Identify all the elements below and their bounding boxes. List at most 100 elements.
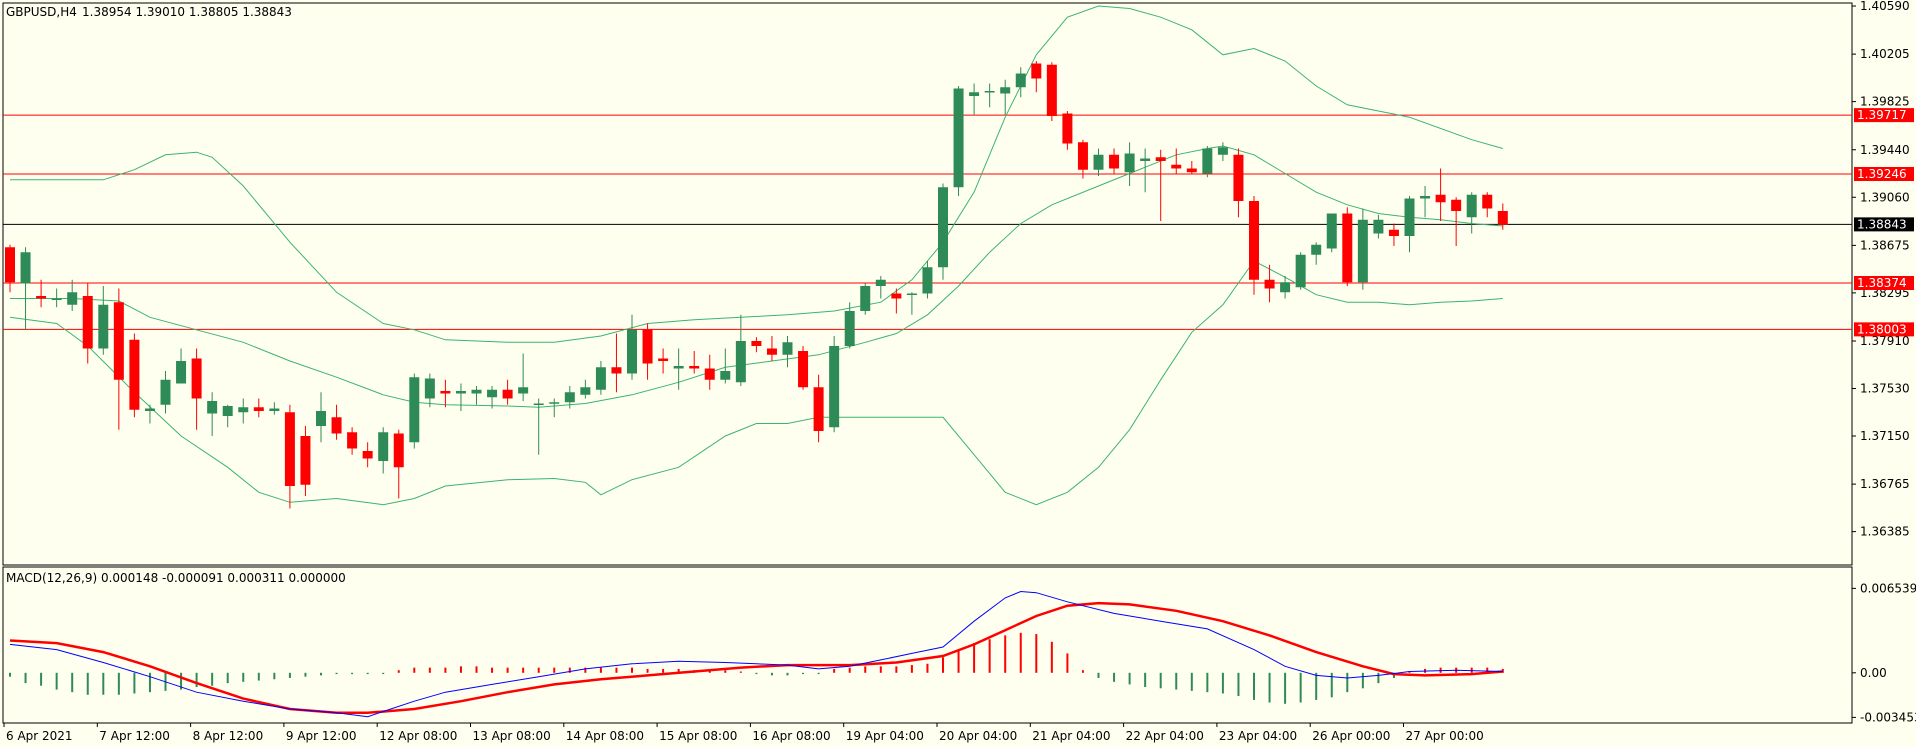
candle bbox=[533, 398, 544, 455]
candle bbox=[1015, 67, 1026, 98]
level-tag bbox=[1854, 167, 1914, 181]
candle bbox=[253, 398, 264, 418]
candle bbox=[51, 288, 62, 308]
candle bbox=[1109, 148, 1120, 174]
candle-body bbox=[611, 367, 622, 374]
candle bbox=[5, 244, 15, 293]
candle-body bbox=[347, 432, 358, 449]
candle-body bbox=[689, 366, 700, 369]
candle bbox=[1093, 148, 1104, 176]
macd-series bbox=[9, 590, 1504, 718]
candle-body bbox=[284, 412, 295, 486]
candle bbox=[207, 392, 218, 436]
candle bbox=[20, 247, 31, 330]
level-label: 1.38003 bbox=[1857, 322, 1907, 336]
candle-body bbox=[1264, 279, 1275, 289]
candle-body bbox=[938, 187, 948, 268]
macd-tick-label: -0.003453 bbox=[1860, 710, 1916, 724]
candle-body bbox=[331, 417, 342, 434]
candle bbox=[347, 427, 358, 455]
time-tick-label: 15 Apr 08:00 bbox=[659, 729, 737, 743]
candle bbox=[378, 427, 389, 474]
candle bbox=[440, 379, 451, 408]
candle-body bbox=[160, 379, 171, 405]
time-tick-label: 6 Apr 2021 bbox=[6, 729, 73, 743]
candle bbox=[1171, 148, 1182, 174]
candle bbox=[1077, 139, 1088, 179]
candle bbox=[98, 286, 109, 355]
ohlc-header: 1.38954 1.39010 1.38805 1.38843 bbox=[82, 5, 292, 19]
candle bbox=[1295, 252, 1306, 290]
time-tick-label: 19 Apr 04:00 bbox=[846, 729, 924, 743]
candle-body bbox=[1217, 147, 1228, 155]
candle bbox=[984, 83, 995, 108]
candle-body bbox=[969, 92, 980, 96]
macd-tick-label: 0.006539 bbox=[1860, 581, 1916, 595]
candle bbox=[813, 374, 824, 443]
candle-body bbox=[1342, 213, 1353, 283]
candle-body bbox=[378, 432, 389, 461]
candle-body bbox=[1186, 168, 1197, 173]
candle bbox=[766, 336, 777, 361]
candle-body bbox=[362, 451, 373, 459]
candle-body bbox=[471, 389, 482, 394]
candle bbox=[642, 323, 653, 380]
candle bbox=[844, 302, 855, 349]
price-tick-label: 1.38675 bbox=[1860, 238, 1910, 252]
macd-main-line bbox=[9, 590, 1503, 718]
candle bbox=[1404, 196, 1415, 253]
candle bbox=[891, 288, 902, 314]
candle bbox=[564, 386, 575, 409]
candle-body bbox=[1435, 194, 1446, 203]
candle bbox=[1497, 203, 1508, 230]
candle-body bbox=[1015, 73, 1026, 88]
candle bbox=[1140, 148, 1151, 193]
candle-body bbox=[113, 302, 124, 380]
candle-body bbox=[191, 358, 202, 399]
candle-body bbox=[782, 342, 793, 355]
candle bbox=[906, 292, 917, 315]
candle bbox=[782, 336, 793, 368]
candle bbox=[331, 404, 342, 440]
candle bbox=[471, 386, 482, 405]
candle bbox=[673, 348, 684, 390]
level-tag bbox=[1854, 108, 1914, 123]
candle-body bbox=[751, 341, 762, 346]
candle bbox=[1000, 79, 1011, 115]
candle-body bbox=[1093, 154, 1104, 170]
candle-body bbox=[455, 391, 466, 394]
candle bbox=[316, 392, 326, 443]
candle bbox=[627, 314, 637, 380]
macd-panel-frame bbox=[2, 566, 1853, 724]
time-tick-label: 8 Apr 12:00 bbox=[193, 729, 264, 743]
current-price-tag bbox=[1854, 217, 1914, 232]
candle bbox=[144, 404, 155, 424]
candle-body bbox=[67, 292, 78, 305]
candle bbox=[1435, 168, 1446, 221]
candle bbox=[238, 398, 249, 424]
candle bbox=[969, 83, 980, 115]
candle-body bbox=[20, 252, 31, 284]
price-tick-label: 1.39060 bbox=[1860, 190, 1910, 204]
time-tick-label: 9 Apr 12:00 bbox=[286, 729, 357, 743]
candle bbox=[1326, 213, 1337, 253]
candle bbox=[1124, 142, 1135, 186]
candle bbox=[720, 348, 731, 384]
candle bbox=[1451, 197, 1462, 246]
symbol-header: GBPUSD,H4 bbox=[6, 5, 77, 19]
candle bbox=[829, 336, 840, 433]
candle bbox=[658, 348, 669, 374]
candle bbox=[922, 261, 933, 299]
candle bbox=[860, 283, 871, 315]
candle-body bbox=[813, 387, 824, 431]
candle bbox=[67, 279, 78, 311]
candle bbox=[1466, 192, 1477, 234]
candle bbox=[1264, 264, 1275, 303]
candle-body bbox=[1295, 254, 1306, 288]
candle bbox=[1311, 242, 1322, 265]
candle-body bbox=[1482, 194, 1493, 209]
candle-body bbox=[222, 406, 233, 416]
candle-body bbox=[1109, 154, 1120, 169]
candle-body bbox=[627, 329, 637, 374]
candle bbox=[689, 351, 700, 374]
